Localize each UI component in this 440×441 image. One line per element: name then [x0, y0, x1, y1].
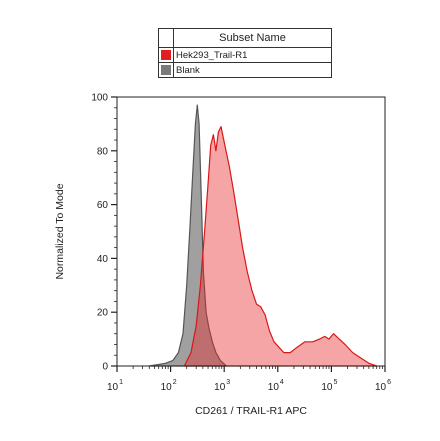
- y-tick-label: 60: [97, 200, 109, 211]
- x-tick-label: 106: [375, 379, 391, 393]
- series-area-hek293: [183, 126, 378, 367]
- y-tick-label: 0: [102, 362, 108, 373]
- x-tick-label: 101: [107, 379, 123, 393]
- x-tick-label: 105: [321, 379, 337, 393]
- y-tick-label: 40: [97, 254, 109, 265]
- y-tick-label: 80: [97, 146, 109, 157]
- series-area-blank: [148, 104, 227, 367]
- x-tick-label: 103: [214, 379, 230, 393]
- legend-swatch-blank: [161, 64, 171, 75]
- y-axis-title: Normalized To Mode: [54, 183, 66, 279]
- y-axis: 0 20 40 60 80 100: [91, 93, 117, 373]
- plot-frame: [116, 96, 386, 367]
- legend-label-blank: Blank: [173, 62, 332, 78]
- series-fills: [148, 104, 378, 367]
- x-axis: 101 102 103 104 105 106: [107, 366, 391, 393]
- y-tick-label: 20: [97, 308, 109, 319]
- legend-entry-blank: Blank: [158, 62, 332, 78]
- x-tick-label: 104: [268, 379, 284, 393]
- legend-swatch-hek293: [161, 49, 171, 60]
- x-tick-label: 102: [161, 379, 177, 393]
- y-tick-label: 100: [91, 93, 108, 104]
- legend: Subset Name Hek293_Trail-R1 Blank: [158, 28, 332, 78]
- x-axis-title: CD261 / TRAIL-R1 APC: [195, 405, 307, 417]
